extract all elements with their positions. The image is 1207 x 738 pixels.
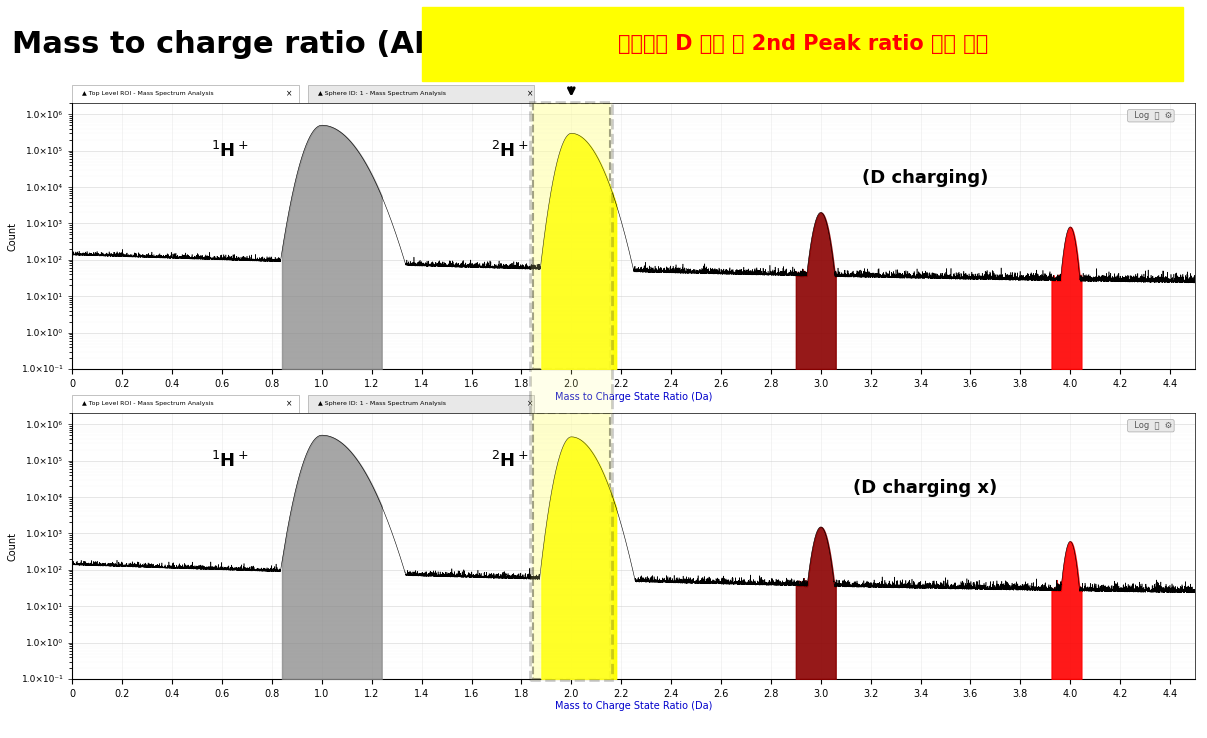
Text: $^2$H$^+$: $^2$H$^+$	[491, 451, 529, 471]
Text: $^2$H$^+$: $^2$H$^+$	[491, 141, 529, 161]
Bar	[72, 85, 298, 103]
X-axis label: Mass to Charge State Ratio (Da): Mass to Charge State Ratio (Da)	[555, 701, 712, 711]
Text: ×: ×	[286, 399, 292, 408]
Y-axis label: Count: Count	[7, 531, 17, 561]
Text: ▲ Sphere ID: 1 - Mass Spectrum Analysis: ▲ Sphere ID: 1 - Mass Spectrum Analysis	[317, 401, 445, 406]
Bar	[308, 85, 535, 103]
Text: 인위적인 D 장입 시 2nd Peak ratio 차이 발생: 인위적인 D 장입 시 2nd Peak ratio 차이 발생	[618, 34, 987, 55]
Text: (D charging x): (D charging x)	[853, 479, 998, 497]
Text: ×: ×	[526, 399, 533, 408]
Text: Log  📷  ⚙: Log 📷 ⚙	[1130, 421, 1172, 430]
Text: ▲ Top Level ROI - Mass Spectrum Analysis: ▲ Top Level ROI - Mass Spectrum Analysis	[82, 92, 214, 96]
Text: $^1$H$^+$: $^1$H$^+$	[211, 141, 249, 161]
Text: Log  📷  ⚙: Log 📷 ⚙	[1130, 111, 1172, 120]
Text: (D charging): (D charging)	[862, 169, 989, 187]
Text: ×: ×	[286, 89, 292, 98]
Bar	[532, 103, 610, 369]
Text: ▲ Sphere ID: 1 - Mass Spectrum Analysis: ▲ Sphere ID: 1 - Mass Spectrum Analysis	[317, 92, 445, 96]
Text: Mass to charge ratio (APT): Mass to charge ratio (APT)	[12, 30, 471, 59]
X-axis label: Mass to Charge State Ratio (Da): Mass to Charge State Ratio (Da)	[555, 391, 712, 401]
FancyBboxPatch shape	[530, 102, 612, 680]
Text: $^1$H$^+$: $^1$H$^+$	[211, 451, 249, 471]
Bar	[308, 395, 535, 413]
Bar	[532, 413, 610, 679]
Y-axis label: Count: Count	[7, 221, 17, 251]
Text: ×: ×	[526, 89, 533, 98]
Text: ▲ Top Level ROI - Mass Spectrum Analysis: ▲ Top Level ROI - Mass Spectrum Analysis	[82, 401, 214, 406]
Bar	[72, 395, 298, 413]
